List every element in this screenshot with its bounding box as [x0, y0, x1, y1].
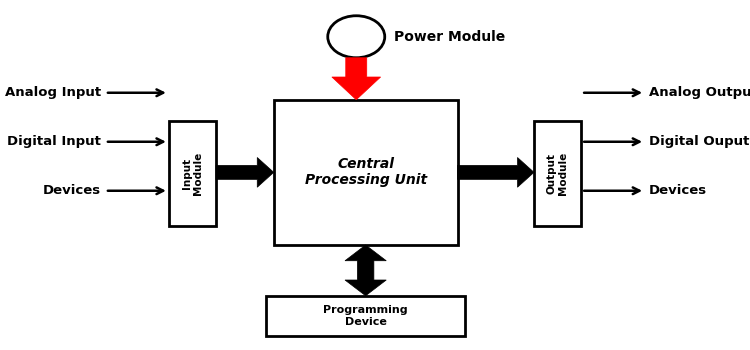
Text: Digital Ouput: Digital Ouput	[649, 135, 749, 148]
Text: Devices: Devices	[43, 184, 101, 197]
Polygon shape	[216, 158, 274, 187]
FancyBboxPatch shape	[266, 296, 465, 336]
Text: Output
Module: Output Module	[547, 152, 568, 195]
Polygon shape	[332, 58, 380, 100]
Text: Central
Processing Unit: Central Processing Unit	[304, 157, 427, 188]
Ellipse shape	[328, 16, 385, 58]
Polygon shape	[458, 158, 534, 187]
Text: Power Module: Power Module	[394, 30, 505, 44]
FancyBboxPatch shape	[274, 100, 458, 245]
Text: Analog Output: Analog Output	[649, 86, 750, 99]
Text: Input
Module: Input Module	[182, 152, 203, 195]
Polygon shape	[345, 245, 386, 296]
Text: Programming
Device: Programming Device	[323, 305, 408, 327]
FancyBboxPatch shape	[169, 121, 216, 226]
Text: Digital Input: Digital Input	[8, 135, 101, 148]
Text: Devices: Devices	[649, 184, 706, 197]
Text: Analog Input: Analog Input	[5, 86, 101, 99]
FancyBboxPatch shape	[534, 121, 581, 226]
